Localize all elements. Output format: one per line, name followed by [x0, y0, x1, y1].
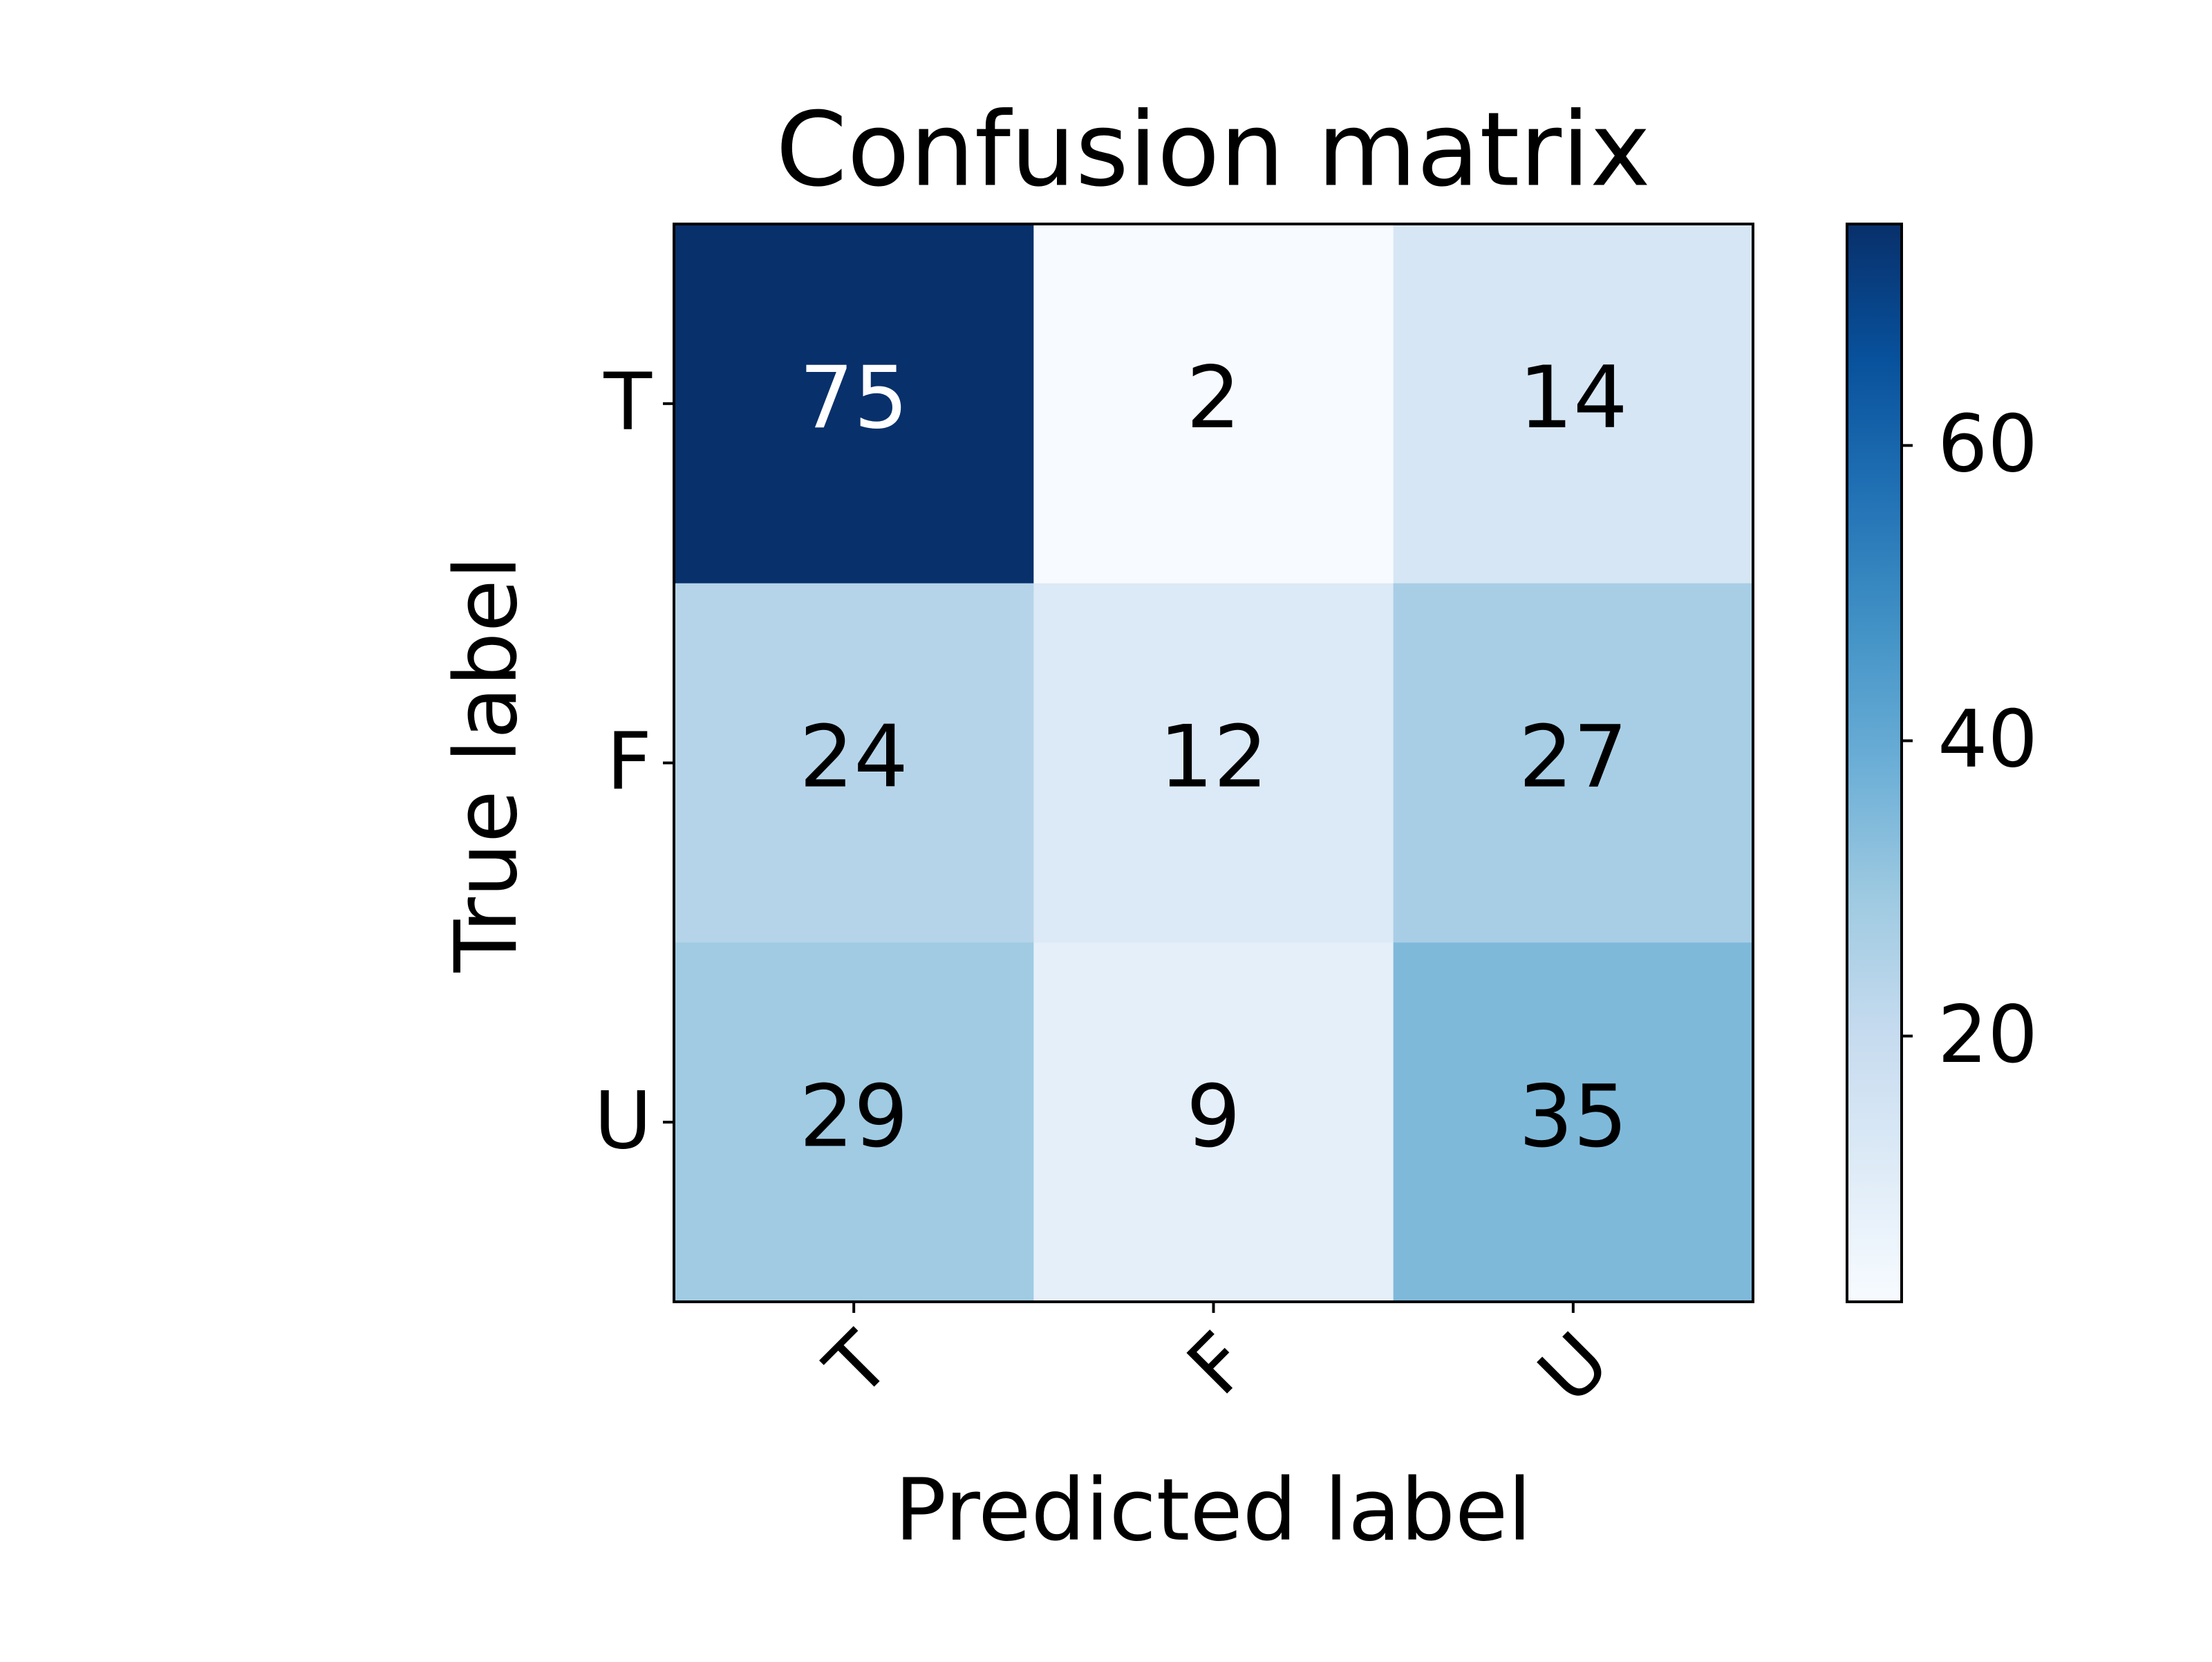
cell-label: 24: [799, 708, 908, 807]
x-axis-label: Predicted label: [894, 1461, 1531, 1560]
cell-label: 9: [1186, 1067, 1241, 1166]
cell-label: 12: [1159, 708, 1268, 807]
heatmap-cell: [1033, 942, 1394, 1302]
heatmap-cell: [674, 583, 1034, 943]
cell-label: 75: [799, 348, 908, 448]
y-tick-label: F: [606, 716, 652, 807]
y-tick-label: T: [603, 356, 652, 448]
heatmap-cell: [674, 224, 1034, 584]
chart-title: Confusion matrix: [776, 91, 1651, 209]
cell-label: 29: [799, 1067, 908, 1166]
heatmap-cell: [674, 942, 1034, 1302]
cell-label: 27: [1519, 708, 1628, 807]
cell-label: 14: [1519, 348, 1628, 448]
colorbar: [1846, 223, 1903, 1303]
colorbar-tick-label: 60: [1938, 398, 2038, 490]
y-axis-label: True label: [437, 556, 536, 973]
heatmap-cell: [1033, 583, 1394, 943]
cell-label: 35: [1519, 1067, 1628, 1166]
heatmap-cell: [1393, 583, 1754, 943]
colorbar-tick-label: 20: [1938, 989, 2038, 1081]
y-tick-label: U: [594, 1074, 652, 1166]
heatmap-cell: [1393, 224, 1754, 584]
heatmap-cell: [1033, 224, 1394, 584]
heatmap-cell: [1393, 942, 1754, 1302]
colorbar-tick-label: 40: [1938, 693, 2038, 785]
cell-label: 2: [1186, 348, 1241, 448]
